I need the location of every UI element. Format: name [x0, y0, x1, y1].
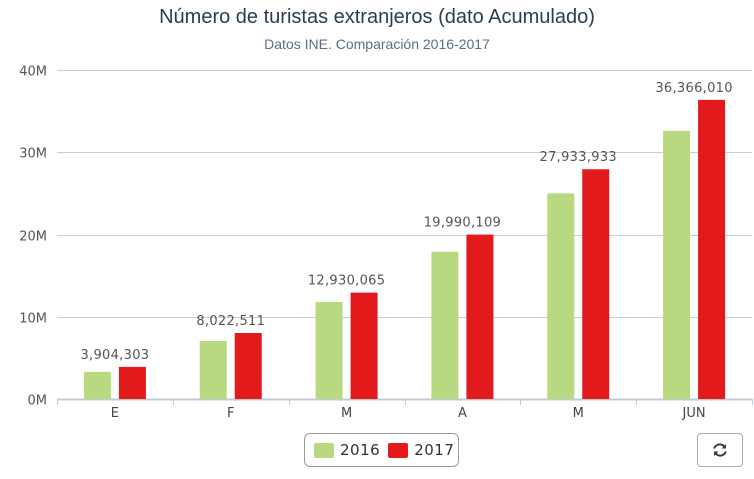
data-label: 27,933,933: [540, 150, 617, 165]
bar-2017: [466, 234, 494, 399]
bar-2017: [582, 169, 610, 399]
legend-item-2016[interactable]: 2016: [314, 441, 380, 459]
bar-2016: [315, 301, 343, 399]
x-tick-label: A: [458, 406, 467, 421]
chart-title: Número de turistas extranjeros (dato Acu…: [159, 6, 595, 28]
x-tick-label: JUN: [682, 406, 706, 421]
legend-label-2017: 2017: [414, 441, 455, 459]
legend-item-2017[interactable]: 2017: [388, 441, 454, 459]
bar-2016: [431, 251, 459, 399]
bar-2017: [234, 333, 262, 399]
y-tick-label: 40M: [19, 65, 47, 80]
legend: 2016 2017: [304, 433, 459, 467]
data-label: 8,022,511: [196, 314, 265, 329]
legend-swatch-2016: [314, 442, 334, 458]
bar-chart: 0M 10M 20M 30M 40M E 3,904,303 F 8,022,511 M 12,93…: [19, 65, 753, 421]
x-tick-label: M: [573, 406, 584, 421]
chart-subtitle: Datos INE. Comparación 2016-2017: [264, 36, 490, 52]
bar-2017: [350, 292, 378, 399]
legend-label-2016: 2016: [340, 441, 381, 459]
bar-2017: [698, 99, 726, 400]
y-tick-label: 0M: [28, 394, 48, 409]
data-label: 3,904,303: [80, 348, 149, 363]
refresh-icon: [713, 443, 727, 457]
bar-2017: [118, 366, 146, 399]
bar-2016: [199, 341, 227, 399]
data-label: 36,366,010: [655, 81, 732, 96]
x-tick-label: M: [341, 406, 352, 421]
y-tick-label: 30M: [19, 147, 47, 162]
x-tick-label: F: [227, 406, 234, 421]
bar-2016: [83, 371, 111, 399]
bar-2016: [547, 193, 575, 399]
y-tick-label: 10M: [19, 312, 47, 327]
bar-2016: [663, 130, 691, 400]
refresh-button[interactable]: [697, 433, 743, 467]
data-label: 19,990,109: [424, 216, 501, 231]
data-label: 12,930,065: [308, 274, 385, 289]
legend-swatch-2017: [388, 442, 409, 458]
x-tick-label: E: [111, 406, 119, 421]
y-tick-label: 20M: [19, 230, 47, 245]
